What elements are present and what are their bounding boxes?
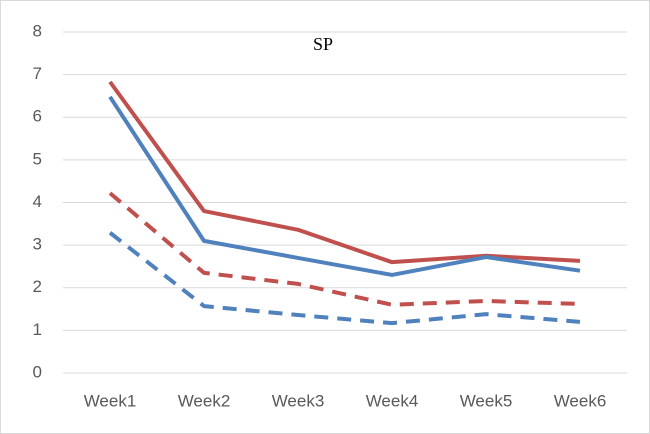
series-line	[108, 95, 581, 277]
y-tick-label: 8	[33, 21, 42, 40]
x-tick-label: Week3	[272, 391, 325, 410]
chart-title: SP	[313, 34, 333, 54]
x-tick-label: Week6	[554, 391, 607, 410]
series-line	[108, 231, 581, 326]
y-tick-label: 6	[33, 107, 42, 126]
y-tick-label: 0	[33, 362, 42, 381]
x-tick-label: Week1	[84, 391, 137, 410]
y-tick-label: 4	[33, 192, 42, 211]
series-line	[108, 191, 581, 307]
y-tick-label: 7	[33, 64, 42, 83]
y-tick-label: 2	[33, 277, 42, 296]
y-tick-label: 5	[33, 149, 42, 168]
x-tick-label: Week5	[460, 391, 513, 410]
y-tick-label: 3	[33, 235, 42, 254]
x-tick-label: Week4	[366, 391, 419, 410]
y-tick-label: 1	[33, 320, 42, 339]
series-line	[108, 80, 581, 265]
x-tick-label: Week2	[178, 391, 231, 410]
